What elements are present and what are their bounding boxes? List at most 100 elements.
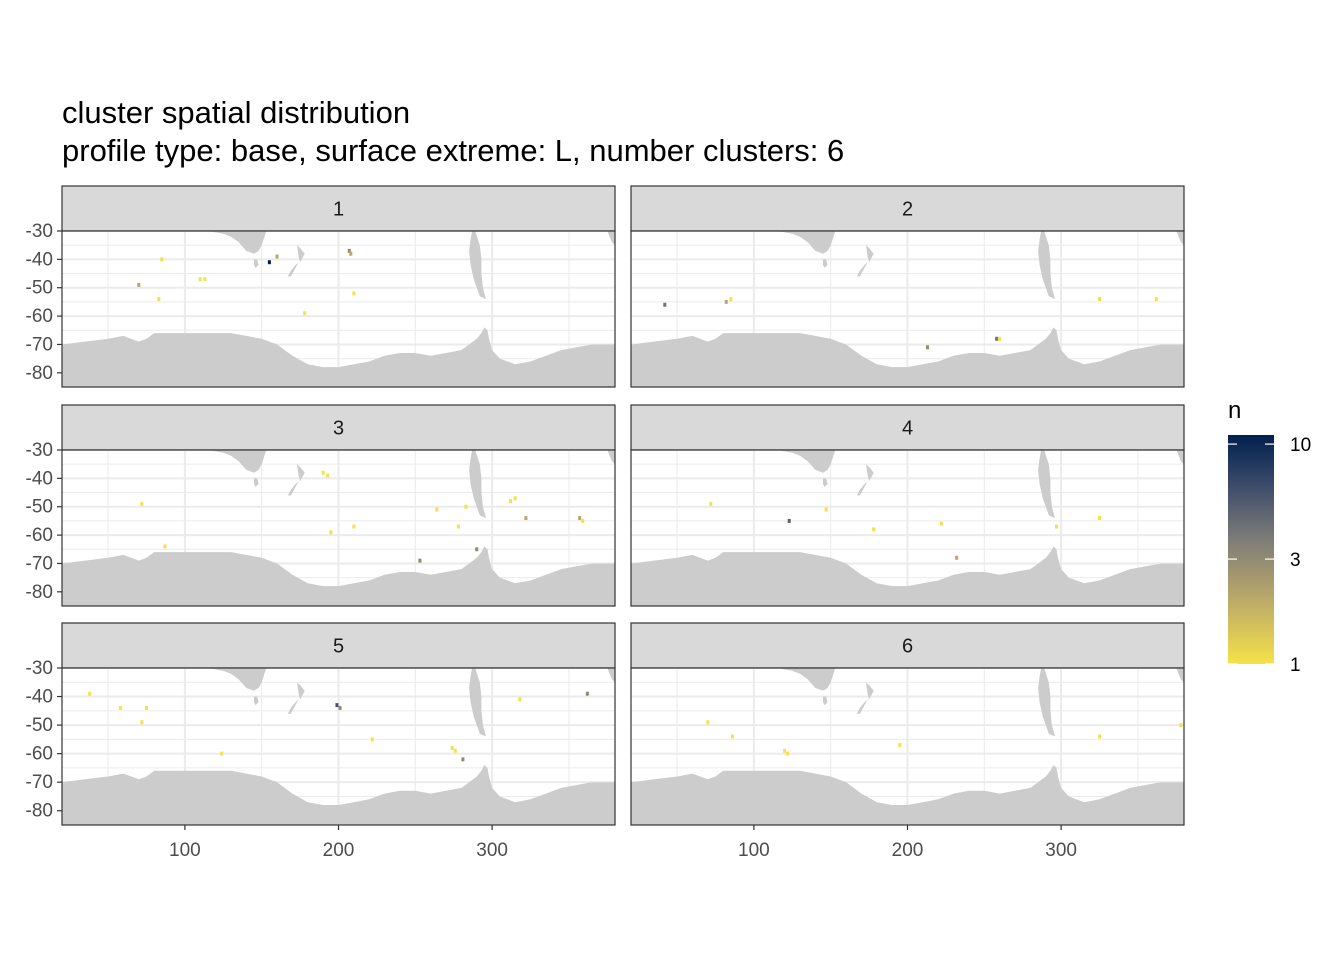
y-tick-label: -60 [26, 525, 53, 546]
data-cell [461, 757, 465, 762]
legend-colorbar [1228, 435, 1274, 664]
data-cell [995, 336, 999, 341]
data-cell [513, 496, 517, 501]
y-tick-label: -70 [26, 334, 53, 355]
land-mass [866, 464, 874, 482]
data-cell [730, 734, 734, 739]
y-tick-label: -60 [26, 744, 53, 765]
data-cell [578, 516, 582, 521]
land-mass [607, 668, 615, 683]
data-cell [998, 336, 1002, 341]
land-mass [287, 481, 299, 496]
land-mass [469, 668, 486, 737]
facet-strip [630, 404, 1185, 451]
y-tick-label: -30 [26, 658, 53, 679]
legend-ticks: 1 3 10 [1228, 435, 1311, 676]
data-cell [352, 524, 356, 529]
data-cell [581, 518, 585, 523]
land-mass [469, 450, 486, 519]
land-mass [631, 765, 1184, 825]
data-cell [898, 743, 902, 748]
facet-strip [61, 622, 616, 669]
data-cell [464, 504, 468, 509]
data-cell [724, 299, 728, 304]
data-cell [370, 737, 374, 742]
facet-strip [61, 185, 616, 232]
land-mass [866, 682, 874, 700]
data-cell [706, 720, 710, 725]
land-mass [62, 546, 615, 606]
facet-strip-label: 1 [333, 199, 344, 221]
land-mass [856, 262, 868, 277]
land-mass [823, 696, 828, 706]
x-tick-label: 300 [476, 840, 508, 861]
y-tick-label: -40 [26, 687, 53, 708]
data-cell [872, 527, 876, 532]
land-mass [856, 481, 868, 496]
facet-strip-label: 4 [902, 418, 913, 440]
facet-panel-1: 1 -30 -40 -50 -60 -70 -80 [26, 185, 616, 388]
data-cell [453, 748, 457, 753]
data-cell [450, 745, 454, 750]
x-tick-label: 100 [169, 840, 201, 861]
data-cell [88, 691, 92, 696]
y-tick-label: -50 [26, 278, 53, 299]
data-cell [347, 248, 351, 253]
panel-border [630, 449, 1185, 607]
data-cell [118, 705, 122, 710]
land-mass [254, 259, 259, 268]
facet-panel-2: 2 [630, 185, 1185, 388]
x-tick-label: 200 [892, 840, 924, 861]
land-mass [297, 682, 305, 700]
data-cell [1098, 734, 1102, 739]
y-tick-label: -80 [26, 363, 53, 384]
data-cell [663, 302, 667, 307]
y-tick-label: -40 [26, 249, 53, 270]
land-mass [62, 327, 615, 387]
land-mass [776, 450, 836, 473]
facet-strip-label: 5 [333, 636, 344, 658]
facet-strip-label: 3 [333, 418, 344, 440]
land-mass [469, 231, 486, 300]
data-cell [163, 544, 167, 549]
data-cell [275, 254, 279, 259]
data-cell [198, 277, 202, 282]
y-tick-label: -50 [26, 497, 53, 518]
legend-tick-label: 3 [1290, 550, 1301, 571]
facet-panels: 1 -30 -40 -50 -60 -70 -80 2 3 -30 -40 -50 -60 -70 -80 4… [26, 185, 1185, 861]
data-cell [144, 705, 148, 710]
land-mass [631, 327, 1184, 387]
land-mass [823, 478, 828, 487]
land-mass [207, 450, 267, 473]
data-cell [524, 516, 528, 521]
land-mass [254, 696, 259, 706]
data-cell [267, 260, 271, 265]
facet-strip-label: 2 [902, 199, 913, 221]
land-mass [866, 245, 874, 263]
data-cell [157, 297, 161, 302]
plot-subtitle: profile type: base, surface extreme: L, … [62, 133, 844, 168]
y-tick-label: -50 [26, 715, 53, 736]
panel-border [61, 230, 616, 388]
land-mass [631, 546, 1184, 606]
legend-tick-label: 1 [1290, 655, 1301, 676]
data-cell [786, 751, 790, 756]
data-cell [729, 297, 733, 302]
data-cell [220, 751, 224, 756]
land-mass [1176, 231, 1184, 246]
data-cell [585, 691, 589, 696]
land-mass [856, 699, 868, 714]
data-cell [203, 277, 207, 282]
facet-panel-5: 5 -30 -40 -50 -60 -70 -80 100 200 300 [26, 622, 616, 861]
land-mass [297, 245, 305, 263]
x-tick-label: 100 [738, 840, 770, 861]
land-mass [287, 262, 299, 277]
land-mass [254, 478, 259, 487]
data-cell [518, 697, 522, 702]
land-mass [1038, 450, 1055, 519]
land-mass [607, 231, 615, 246]
y-tick-label: -80 [26, 801, 53, 822]
y-tick-label: -80 [26, 582, 53, 603]
land-mass [1038, 668, 1055, 737]
data-cell [925, 345, 929, 350]
